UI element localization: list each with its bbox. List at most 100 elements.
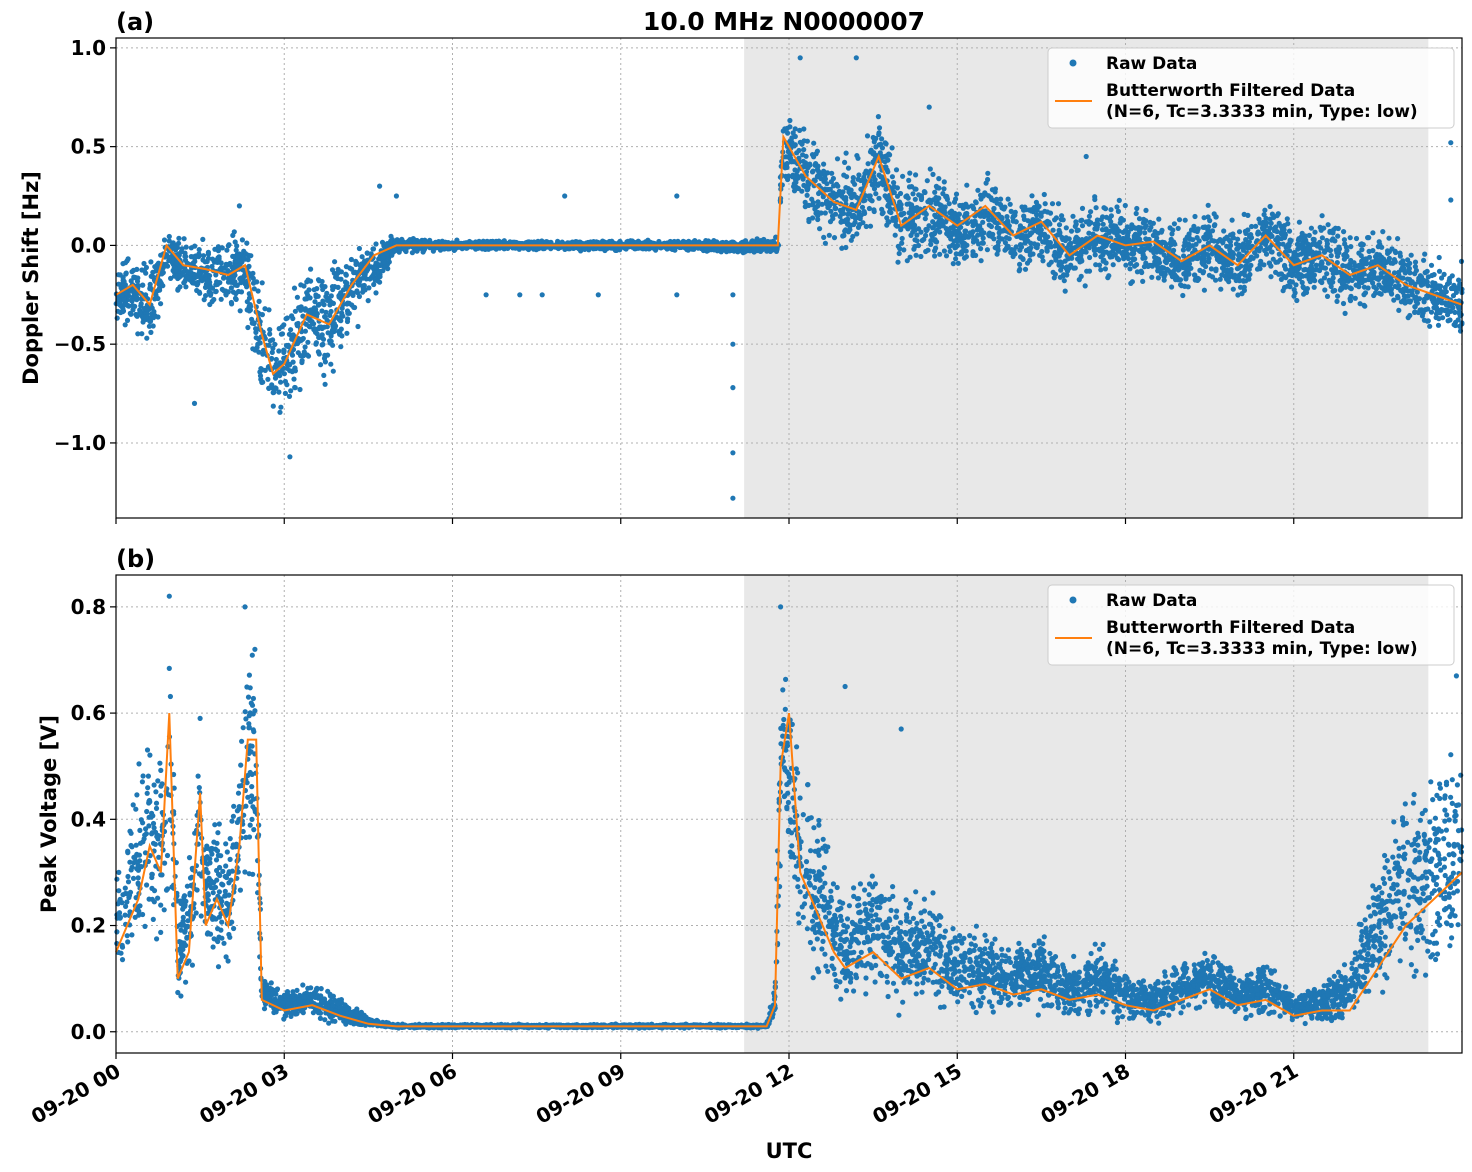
raw-data-point <box>1120 217 1126 223</box>
raw-data-point <box>806 216 812 223</box>
raw-data-point <box>1245 212 1251 218</box>
raw-data-point <box>273 356 279 363</box>
raw-data-point <box>160 283 166 289</box>
raw-data-point <box>825 204 831 211</box>
raw-data-point <box>1155 275 1161 281</box>
raw-data-point <box>270 345 276 351</box>
raw-data-point <box>936 176 942 182</box>
raw-data-point <box>850 179 856 185</box>
raw-data-point <box>1214 253 1220 259</box>
raw-data-point <box>209 256 216 262</box>
raw-data-point <box>1163 256 1170 262</box>
raw-data-point <box>947 248 953 254</box>
raw-data-point <box>168 275 174 281</box>
raw-data-point <box>951 199 958 205</box>
raw-data-point <box>314 331 320 337</box>
raw-data-point <box>813 161 819 167</box>
raw-data-point <box>1026 248 1032 254</box>
raw-data-point <box>1131 235 1137 241</box>
raw-data-point <box>267 327 273 333</box>
raw-data-point <box>259 367 265 373</box>
raw-data-point <box>322 381 328 387</box>
raw-data-point <box>279 324 285 330</box>
raw-data-point <box>1293 282 1299 288</box>
raw-data-point <box>1112 252 1118 258</box>
raw-data-point <box>871 208 877 215</box>
raw-data-point <box>1132 225 1139 231</box>
raw-data-point <box>389 252 395 258</box>
raw-data-point <box>1230 286 1236 292</box>
raw-data-point <box>344 330 350 336</box>
raw-data-point <box>1010 253 1016 260</box>
raw-data-point <box>1324 293 1331 299</box>
raw-data-point <box>1088 209 1094 215</box>
raw-data-point <box>1005 196 1011 202</box>
raw-data-point <box>234 258 240 264</box>
raw-data-point <box>887 209 893 215</box>
raw-data-point <box>1123 248 1129 255</box>
raw-data-point <box>978 258 984 264</box>
raw-data-point <box>802 204 808 210</box>
raw-data-point <box>1328 283 1334 290</box>
raw-data-point <box>1436 268 1443 274</box>
raw-data-point <box>1287 284 1293 290</box>
raw-data-point <box>219 245 225 251</box>
raw-data-point <box>335 266 341 272</box>
raw-data-point <box>1062 288 1068 294</box>
raw-data-point <box>1098 267 1104 273</box>
raw-data-point <box>831 235 838 241</box>
raw-data-point <box>1373 256 1379 262</box>
raw-data-point <box>1116 197 1122 203</box>
raw-data-point <box>1063 225 1069 231</box>
raw-data-point <box>870 134 876 141</box>
raw-data-point <box>1217 276 1223 282</box>
raw-data-point <box>1121 256 1127 262</box>
raw-data-point <box>1061 278 1067 284</box>
raw-data-point <box>135 331 141 337</box>
raw-data-point <box>955 260 961 266</box>
raw-data-point <box>1018 254 1024 260</box>
raw-data-point <box>355 281 361 287</box>
raw-data-point <box>995 239 1002 245</box>
raw-data-point <box>1039 248 1045 255</box>
raw-data-point <box>356 245 362 252</box>
raw-data-point <box>985 193 992 199</box>
raw-data-point <box>1218 286 1224 292</box>
raw-data-point <box>790 130 796 136</box>
raw-data-point <box>304 296 310 302</box>
raw-data-point <box>1059 213 1065 219</box>
raw-data-point <box>1322 248 1328 254</box>
raw-data-point <box>1182 217 1188 223</box>
raw-data-point <box>1050 269 1056 275</box>
raw-data-point <box>1076 251 1082 257</box>
raw-data-point <box>1412 304 1418 310</box>
raw-data-point <box>1238 270 1244 276</box>
raw-data-point <box>1214 243 1220 250</box>
raw-data-point <box>1343 244 1349 250</box>
raw-data-point <box>1096 246 1102 252</box>
raw-data-point <box>1127 266 1133 272</box>
raw-data-point <box>1311 284 1317 290</box>
raw-data-point <box>1042 201 1048 207</box>
raw-data-point <box>1296 219 1302 225</box>
raw-data-point <box>295 320 301 327</box>
raw-data-point <box>1392 259 1398 265</box>
raw-data-point <box>901 210 907 216</box>
raw-data-point <box>329 284 336 290</box>
raw-data-point <box>1291 293 1297 299</box>
raw-data-point <box>422 245 428 251</box>
raw-data-point <box>576 246 582 252</box>
raw-data-point <box>885 169 891 175</box>
raw-data-point <box>1136 235 1142 241</box>
raw-data-point <box>821 161 827 167</box>
raw-data-point <box>177 284 183 290</box>
raw-data-point <box>1280 288 1286 294</box>
raw-data-point <box>1242 263 1249 269</box>
raw-data-point <box>1213 277 1219 283</box>
raw-data-point <box>1444 307 1450 313</box>
raw-data-point <box>1018 244 1025 250</box>
raw-data-point <box>964 182 970 188</box>
raw-data-point <box>1063 235 1069 241</box>
raw-data-point <box>232 239 238 245</box>
raw-data-point <box>1083 236 1089 242</box>
